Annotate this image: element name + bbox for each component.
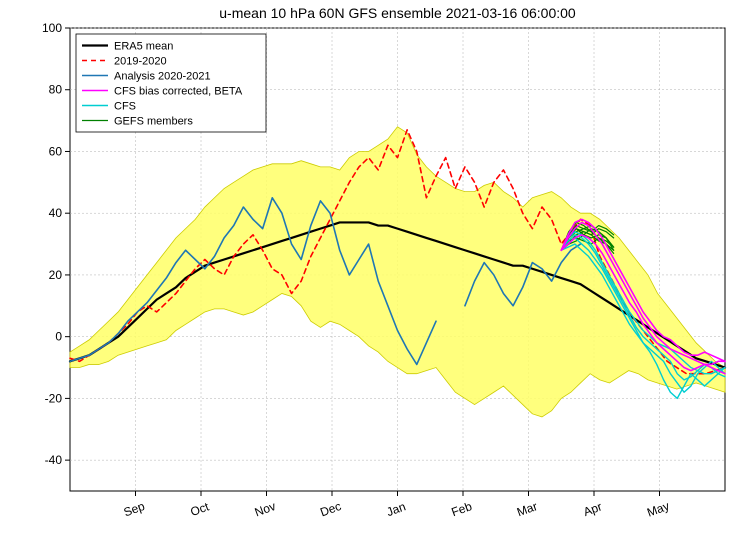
legend-label: ERA5 mean	[114, 41, 173, 53]
y-tick-label: 60	[49, 144, 63, 158]
legend-label: CFS	[114, 101, 136, 113]
y-tick-label: 20	[49, 268, 63, 282]
chart-container: -40-20020406080100SepOctNovDecJanFebMarA…	[0, 0, 756, 551]
y-tick-label: 80	[49, 83, 63, 97]
legend-label: GEFS members	[114, 116, 193, 128]
y-tick-label: 40	[49, 206, 63, 220]
chart-svg: -40-20020406080100SepOctNovDecJanFebMarA…	[0, 0, 756, 551]
y-tick-label: 0	[55, 330, 62, 344]
legend-label: CFS bias corrected, BETA	[114, 86, 243, 98]
y-tick-label: -40	[45, 453, 63, 467]
legend-label: 2019-2020	[114, 56, 167, 68]
chart-title: u-mean 10 hPa 60N GFS ensemble 2021-03-1…	[219, 5, 576, 21]
y-tick-label: 100	[42, 21, 62, 35]
y-tick-label: -20	[45, 391, 63, 405]
legend-label: Analysis 2020-2021	[114, 71, 211, 83]
